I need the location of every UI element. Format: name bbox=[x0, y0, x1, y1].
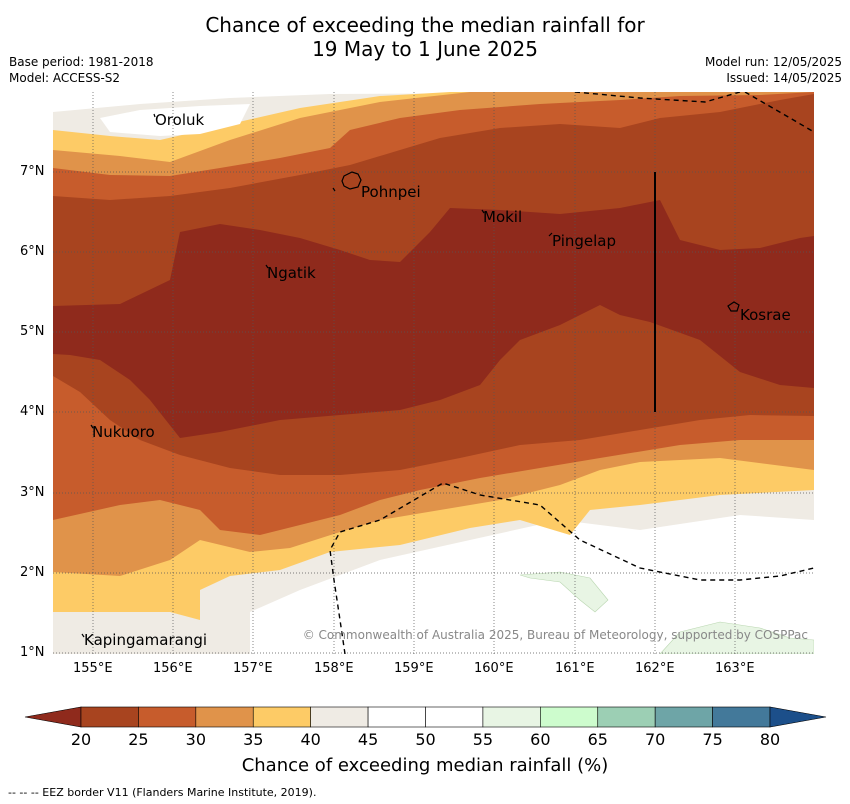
lat-label-1n: 1°N bbox=[20, 645, 45, 660]
place-label-oroluk: Oroluk bbox=[155, 111, 205, 129]
lon-label-158e: 158°E bbox=[314, 661, 354, 676]
place-label-mokil: Mokil bbox=[483, 208, 523, 226]
colorbar bbox=[24, 706, 827, 728]
colorbar-title: Chance of exceeding median rainfall (%) bbox=[241, 755, 609, 776]
band-white-north bbox=[100, 104, 250, 136]
lon-label-161e: 161°E bbox=[555, 661, 595, 676]
colorbar-cell bbox=[252, 706, 311, 728]
colorbar-tick-label: 65 bbox=[587, 730, 608, 749]
lat-label-5n: 5°N bbox=[20, 324, 45, 339]
lon-label-159e: 159°E bbox=[394, 661, 434, 676]
lon-label-160e: 160°E bbox=[474, 661, 514, 676]
colorbar-tick-label: 40 bbox=[300, 730, 321, 749]
map-title-line-1: Chance of exceeding the median rainfall … bbox=[205, 13, 645, 37]
pohnpei-island-outline bbox=[341, 171, 362, 190]
colorbar-tick-label: 45 bbox=[357, 730, 379, 749]
base-period-label: Base period: 1981-2018 bbox=[9, 55, 154, 69]
colorbar-under-arrow bbox=[24, 706, 82, 728]
eez-border bbox=[329, 92, 814, 654]
colorbar-cell bbox=[482, 706, 541, 728]
island-markers bbox=[81, 113, 553, 638]
map-title-line-2: 19 May to 1 June 2025 bbox=[312, 37, 538, 61]
lat-label-3n: 3°N bbox=[20, 485, 45, 500]
lon-label-162e: 162°E bbox=[635, 661, 675, 676]
colorbar-cell bbox=[597, 706, 656, 728]
band-55-60-patch bbox=[519, 571, 609, 613]
kosrae-island-outline bbox=[727, 301, 740, 312]
lon-label-155e: 155°E bbox=[73, 661, 113, 676]
lat-label-7n: 7°N bbox=[20, 164, 45, 179]
lat-label-4n: 4°N bbox=[20, 404, 45, 419]
colorbar-tick-label: 60 bbox=[530, 730, 551, 749]
band-55-60-patch-2 bbox=[659, 621, 814, 654]
colorbar-cell bbox=[80, 706, 139, 728]
colorbar-tick-label: 75 bbox=[702, 730, 723, 749]
place-label-pingelap: Pingelap bbox=[552, 232, 617, 250]
colorbar-tick-label: 35 bbox=[243, 730, 264, 749]
colorbar-cell bbox=[425, 706, 484, 728]
eez-legend-note: -- -- -- EEZ border V11 (Flanders Marine… bbox=[8, 786, 317, 799]
gridlines bbox=[53, 92, 814, 654]
colorbar-cell bbox=[367, 706, 426, 728]
lon-label-156e: 156°E bbox=[153, 661, 193, 676]
colorbar-over-arrow bbox=[769, 706, 827, 728]
colorbar-tick-label: 30 bbox=[185, 730, 206, 749]
place-label-kosrae: Kosrae bbox=[740, 306, 791, 324]
colorbar-tick-label: 55 bbox=[472, 730, 494, 749]
colorbar-tick-label: 70 bbox=[644, 730, 666, 749]
model-label: Model: ACCESS-S2 bbox=[9, 71, 121, 85]
colorbar-tick-label: 20 bbox=[70, 730, 92, 749]
colorbar-cell bbox=[540, 706, 599, 728]
colorbar-tick-label: 25 bbox=[128, 730, 149, 749]
colorbar-tick-label: 80 bbox=[759, 730, 781, 749]
place-label-ngatik: Ngatik bbox=[267, 264, 316, 282]
colorbar-tick-label: 50 bbox=[415, 730, 436, 749]
place-label-nukuoro: Nukuoro bbox=[92, 423, 155, 441]
lat-label-6n: 6°N bbox=[20, 244, 45, 259]
place-label-kapingamarangi: Kapingamarangi bbox=[84, 631, 208, 649]
band-below-20 bbox=[53, 200, 814, 438]
colorbar-cell bbox=[712, 706, 771, 728]
colorbar-cell bbox=[654, 706, 713, 728]
model-run-label: Model run: 12/05/2025 bbox=[704, 55, 842, 69]
colorbar-cell bbox=[138, 706, 197, 728]
lon-label-157e: 157°E bbox=[233, 661, 273, 676]
lon-label-163e: 163°E bbox=[715, 661, 755, 676]
lat-label-2n: 2°N bbox=[20, 565, 45, 580]
place-label-pohnpei: Pohnpei bbox=[361, 183, 421, 201]
issued-label: Issued: 14/05/2025 bbox=[726, 71, 842, 85]
map-bands bbox=[53, 92, 814, 654]
colorbar-cell bbox=[195, 706, 254, 728]
copyright-notice: © Commonwealth of Australia 2025, Bureau… bbox=[302, 628, 808, 642]
colorbar-cell bbox=[310, 706, 369, 728]
colorbar-cells bbox=[80, 706, 771, 728]
